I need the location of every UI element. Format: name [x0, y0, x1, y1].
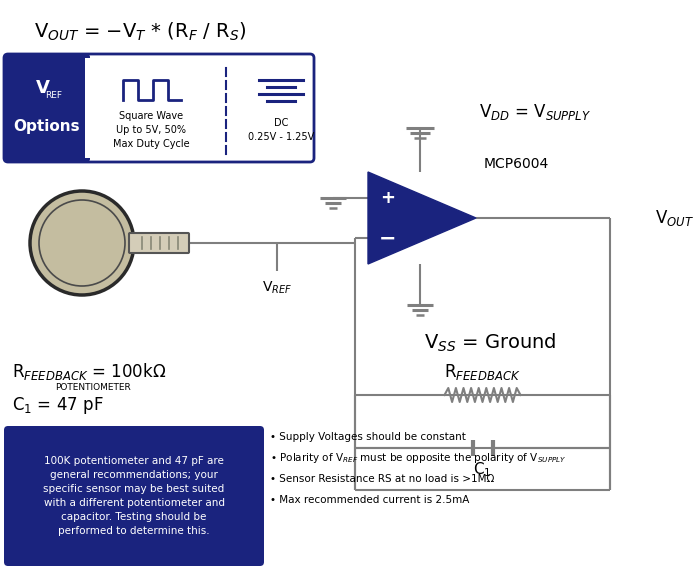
- Text: C$_1$: C$_1$: [473, 460, 492, 479]
- Polygon shape: [368, 172, 476, 264]
- Text: +: +: [381, 189, 395, 206]
- Bar: [8, 58, 86, 158]
- Text: POTENTIOMETER: POTENTIOMETER: [55, 383, 131, 392]
- Circle shape: [30, 191, 134, 295]
- FancyBboxPatch shape: [4, 426, 264, 566]
- FancyBboxPatch shape: [129, 233, 189, 253]
- Bar: [76, 58, 91, 158]
- Text: V$_{DD}$ = V$_{SUPPLY}$: V$_{DD}$ = V$_{SUPPLY}$: [479, 102, 591, 122]
- FancyBboxPatch shape: [4, 54, 90, 162]
- Text: V$_{REF}$: V$_{REF}$: [262, 280, 292, 296]
- FancyBboxPatch shape: [4, 54, 314, 162]
- Text: R$_{FEEDBACK}$ = 100kΩ: R$_{FEEDBACK}$ = 100kΩ: [12, 362, 167, 383]
- Text: • Max recommended current is 2.5mA: • Max recommended current is 2.5mA: [270, 495, 469, 505]
- Text: V$_{SS}$ = Ground: V$_{SS}$ = Ground: [424, 332, 556, 354]
- Text: V$_{OUT}$: V$_{OUT}$: [655, 208, 694, 228]
- Text: R$_{FEEDBACK}$: R$_{FEEDBACK}$: [444, 362, 521, 382]
- Text: REF: REF: [45, 90, 63, 100]
- Text: Square Wave
Up to 5V, 50%
Max Duty Cycle: Square Wave Up to 5V, 50% Max Duty Cycle: [113, 112, 190, 149]
- Text: • Sensor Resistance RS at no load is >1MΩ: • Sensor Resistance RS at no load is >1M…: [270, 474, 494, 484]
- Text: C$_1$ = 47 pF: C$_1$ = 47 pF: [12, 395, 104, 415]
- Bar: [12, 62, 86, 154]
- Text: V: V: [36, 79, 50, 97]
- Text: DC
0.25V - 1.25V: DC 0.25V - 1.25V: [248, 118, 314, 142]
- FancyBboxPatch shape: [4, 54, 90, 162]
- Text: −: −: [379, 228, 397, 248]
- Text: V$_{OUT}$ = $-$V$_T$ * (R$_F$ / R$_S$): V$_{OUT}$ = $-$V$_T$ * (R$_F$ / R$_S$): [33, 21, 246, 43]
- Bar: [85, 58, 97, 158]
- Text: • Supply Voltages should be constant: • Supply Voltages should be constant: [270, 432, 466, 442]
- Text: 100K potentiometer and 47 pF are
general recommendations; your
specific sensor m: 100K potentiometer and 47 pF are general…: [43, 456, 224, 536]
- Text: MCP6004: MCP6004: [484, 157, 549, 171]
- Text: Options: Options: [14, 118, 80, 133]
- Text: • Polarity of V$_{REF}$ must be opposite the polarity of V$_{SUPPLY}$: • Polarity of V$_{REF}$ must be opposite…: [270, 451, 567, 465]
